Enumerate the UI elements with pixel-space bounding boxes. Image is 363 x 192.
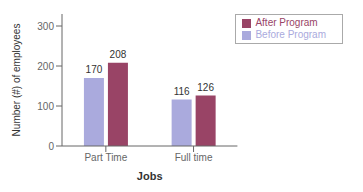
svg-text:0: 0 xyxy=(48,141,54,152)
html-text:After Program: After Program xyxy=(255,17,318,28)
svg-text:Full time: Full time xyxy=(175,152,213,163)
svg-text:300: 300 xyxy=(37,21,54,32)
svg-text:200: 200 xyxy=(37,61,54,72)
svg-text:100: 100 xyxy=(37,101,54,112)
html-text:Before Program: Before Program xyxy=(255,29,326,40)
svg-text:126: 126 xyxy=(197,82,214,93)
svg-text:208: 208 xyxy=(110,49,127,60)
svg-text:170: 170 xyxy=(86,64,103,75)
svg-text:Number (#) of employees: Number (#) of employees xyxy=(11,24,22,137)
svg-text:Part Time: Part Time xyxy=(84,152,127,163)
svg-text:Jobs: Jobs xyxy=(137,170,163,182)
svg-text:116: 116 xyxy=(174,86,190,97)
